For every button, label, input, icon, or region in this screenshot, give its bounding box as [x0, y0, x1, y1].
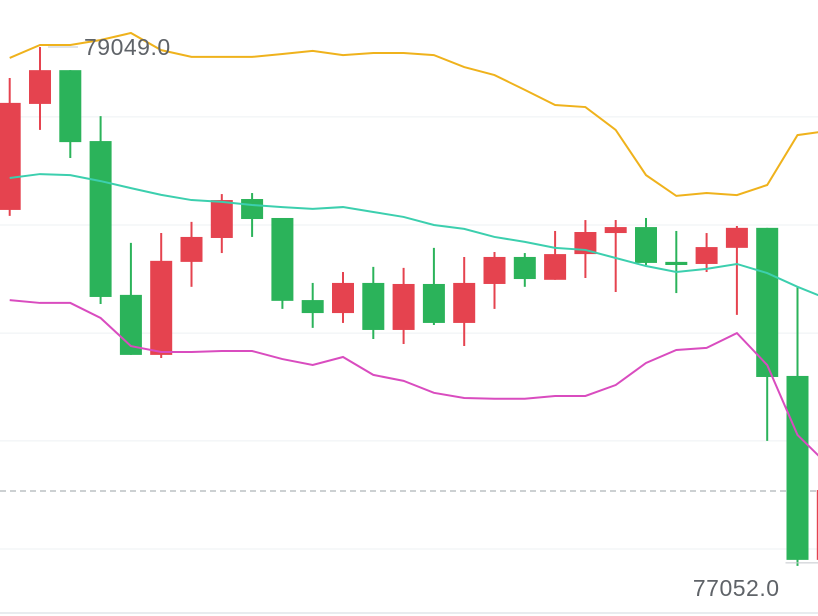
band-line — [9, 173, 818, 297]
annotation-label: 79049.0 — [84, 34, 171, 60]
candle-body — [786, 375, 809, 560]
band-line — [9, 31, 818, 197]
candle-body — [635, 227, 657, 263]
candle-body — [271, 217, 294, 301]
candle-body — [422, 283, 445, 323]
candle-body — [150, 260, 173, 355]
candle-body — [29, 70, 51, 104]
candle-body — [89, 141, 112, 297]
candle-body — [453, 282, 476, 323]
candle-body — [210, 200, 233, 238]
candle-body — [59, 70, 82, 143]
candle-body — [392, 283, 415, 330]
annotation-label: 77052.0 — [693, 575, 780, 601]
candle-body — [180, 236, 203, 262]
candle-body — [362, 282, 385, 330]
candle-body — [604, 227, 627, 234]
candle-body — [301, 300, 324, 314]
candle-body — [0, 102, 21, 210]
candle-body — [756, 227, 779, 377]
candle-body — [816, 489, 818, 560]
candle-body — [665, 261, 688, 266]
candle-body — [483, 256, 506, 284]
candle-body — [544, 254, 567, 280]
candle-body — [513, 256, 536, 280]
candle-body — [332, 282, 354, 314]
band-line — [9, 299, 818, 457]
candle-body — [695, 247, 718, 264]
candle-body — [241, 199, 264, 220]
candle-body — [725, 227, 748, 248]
